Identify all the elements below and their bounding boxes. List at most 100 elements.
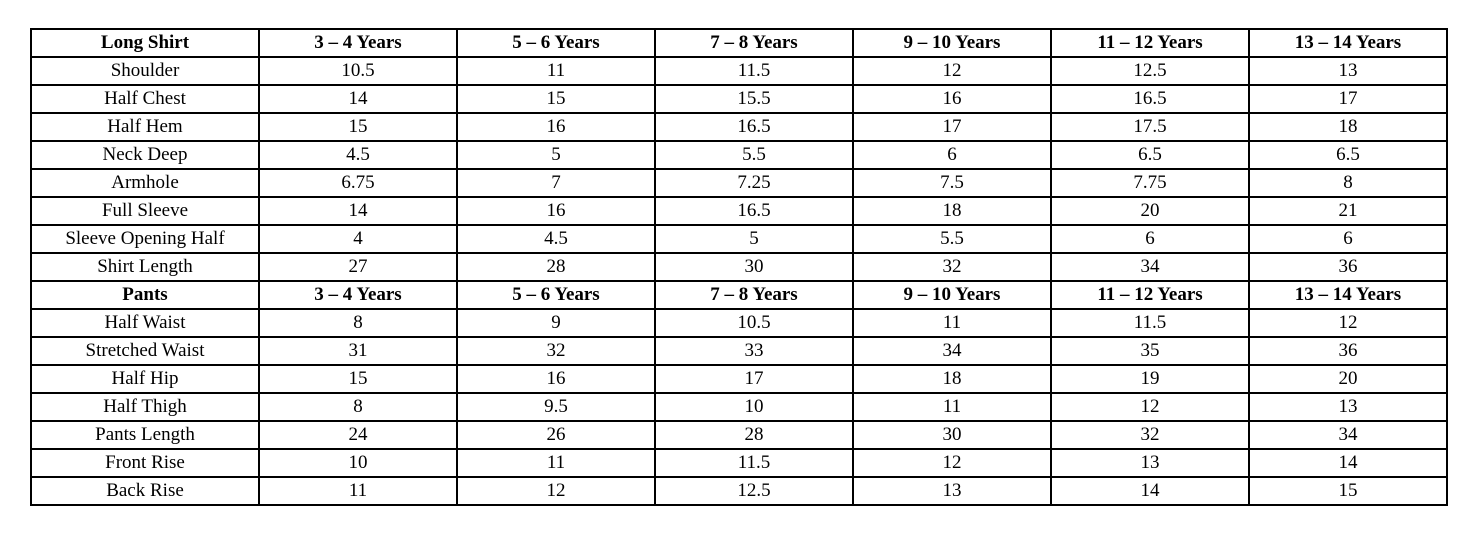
value-cell: 36 <box>1248 336 1448 366</box>
table-row: Half Hip 15 16 17 18 19 20 <box>30 364 1448 394</box>
value-cell: 6.75 <box>258 168 458 198</box>
value-cell: 7.5 <box>852 168 1052 198</box>
value-cell: 13 <box>1050 448 1250 478</box>
value-cell: 30 <box>852 420 1052 450</box>
value-cell: 34 <box>852 336 1052 366</box>
column-header-cell: 11 – 12 Years <box>1050 28 1250 58</box>
row-label-cell: Half Hem <box>30 112 260 142</box>
table-row: Armhole 6.75 7 7.25 7.5 7.75 8 <box>30 168 1448 198</box>
table-row: Half Chest 14 15 15.5 16 16.5 17 <box>30 84 1448 114</box>
value-cell: 13 <box>852 476 1052 506</box>
value-cell: 4.5 <box>258 140 458 170</box>
value-cell: 30 <box>654 252 854 282</box>
value-cell: 15 <box>456 84 656 114</box>
value-cell: 17 <box>654 364 854 394</box>
value-cell: 12.5 <box>1050 56 1250 86</box>
value-cell: 11 <box>456 448 656 478</box>
value-cell: 10 <box>258 448 458 478</box>
row-label-cell: Back Rise <box>30 476 260 506</box>
value-cell: 11 <box>852 308 1052 338</box>
value-cell: 18 <box>852 364 1052 394</box>
value-cell: 12 <box>852 56 1052 86</box>
value-cell: 16 <box>852 84 1052 114</box>
section-header-row: Long Shirt 3 – 4 Years 5 – 6 Years 7 – 8 Ye… <box>30 28 1448 58</box>
table-row: Back Rise 11 12 12.5 13 14 15 <box>30 476 1448 506</box>
value-cell: 11.5 <box>1050 308 1250 338</box>
table-row: Front Rise 10 11 11.5 12 13 14 <box>30 448 1448 478</box>
value-cell: 8 <box>258 392 458 422</box>
value-cell: 34 <box>1050 252 1250 282</box>
section-title-cell: Long Shirt <box>30 28 260 58</box>
table-row: Pants Length 24 26 28 30 32 34 <box>30 420 1448 450</box>
value-cell: 33 <box>654 336 854 366</box>
value-cell: 27 <box>258 252 458 282</box>
column-header-cell: 3 – 4 Years <box>258 280 458 310</box>
value-cell: 16.5 <box>1050 84 1250 114</box>
value-cell: 11 <box>456 56 656 86</box>
value-cell: 15 <box>258 112 458 142</box>
column-header-cell: 13 – 14 Years <box>1248 280 1448 310</box>
table-row: Full Sleeve 14 16 16.5 18 20 21 <box>30 196 1448 226</box>
value-cell: 21 <box>1248 196 1448 226</box>
value-cell: 34 <box>1248 420 1448 450</box>
row-label-cell: Half Chest <box>30 84 260 114</box>
column-header-cell: 5 – 6 Years <box>456 28 656 58</box>
column-header-cell: 7 – 8 Years <box>654 28 854 58</box>
value-cell: 12.5 <box>654 476 854 506</box>
value-cell: 4 <box>258 224 458 254</box>
value-cell: 31 <box>258 336 458 366</box>
value-cell: 9 <box>456 308 656 338</box>
row-label-cell: Full Sleeve <box>30 196 260 226</box>
value-cell: 12 <box>456 476 656 506</box>
value-cell: 18 <box>852 196 1052 226</box>
value-cell: 16.5 <box>654 196 854 226</box>
value-cell: 24 <box>258 420 458 450</box>
column-header-cell: 9 – 10 Years <box>852 280 1052 310</box>
row-label-cell: Half Hip <box>30 364 260 394</box>
size-chart-table: Long Shirt 3 – 4 Years 5 – 6 Years 7 – 8 Ye… <box>30 28 1448 506</box>
column-header-cell: 3 – 4 Years <box>258 28 458 58</box>
value-cell: 32 <box>1050 420 1250 450</box>
value-cell: 13 <box>1248 56 1448 86</box>
row-label-cell: Half Waist <box>30 308 260 338</box>
value-cell: 13 <box>1248 392 1448 422</box>
value-cell: 8 <box>1248 168 1448 198</box>
value-cell: 4.5 <box>456 224 656 254</box>
value-cell: 36 <box>1248 252 1448 282</box>
column-header-cell: 13 – 14 Years <box>1248 28 1448 58</box>
value-cell: 14 <box>1248 448 1448 478</box>
value-cell: 14 <box>258 84 458 114</box>
value-cell: 18 <box>1248 112 1448 142</box>
value-cell: 32 <box>852 252 1052 282</box>
size-chart-body: Long Shirt 3 – 4 Years 5 – 6 Years 7 – 8 Ye… <box>30 28 1448 506</box>
value-cell: 15 <box>1248 476 1448 506</box>
value-cell: 15.5 <box>654 84 854 114</box>
value-cell: 17 <box>1248 84 1448 114</box>
row-label-cell: Neck Deep <box>30 140 260 170</box>
value-cell: 6 <box>852 140 1052 170</box>
value-cell: 6.5 <box>1050 140 1250 170</box>
table-row: Neck Deep 4.5 5 5.5 6 6.5 6.5 <box>30 140 1448 170</box>
row-label-cell: Stretched Waist <box>30 336 260 366</box>
row-label-cell: Sleeve Opening Half <box>30 224 260 254</box>
value-cell: 6.5 <box>1248 140 1448 170</box>
value-cell: 11 <box>258 476 458 506</box>
value-cell: 14 <box>258 196 458 226</box>
section-title-cell: Pants <box>30 280 260 310</box>
row-label-cell: Front Rise <box>30 448 260 478</box>
table-row: Half Waist 8 9 10.5 11 11.5 12 <box>30 308 1448 338</box>
value-cell: 17 <box>852 112 1052 142</box>
value-cell: 28 <box>456 252 656 282</box>
table-row: Half Thigh 8 9.5 10 11 12 13 <box>30 392 1448 422</box>
column-header-cell: 11 – 12 Years <box>1050 280 1250 310</box>
value-cell: 7.75 <box>1050 168 1250 198</box>
row-label-cell: Shoulder <box>30 56 260 86</box>
value-cell: 5.5 <box>654 140 854 170</box>
value-cell: 12 <box>852 448 1052 478</box>
value-cell: 10 <box>654 392 854 422</box>
value-cell: 17.5 <box>1050 112 1250 142</box>
value-cell: 19 <box>1050 364 1250 394</box>
value-cell: 8 <box>258 308 458 338</box>
row-label-cell: Shirt Length <box>30 252 260 282</box>
